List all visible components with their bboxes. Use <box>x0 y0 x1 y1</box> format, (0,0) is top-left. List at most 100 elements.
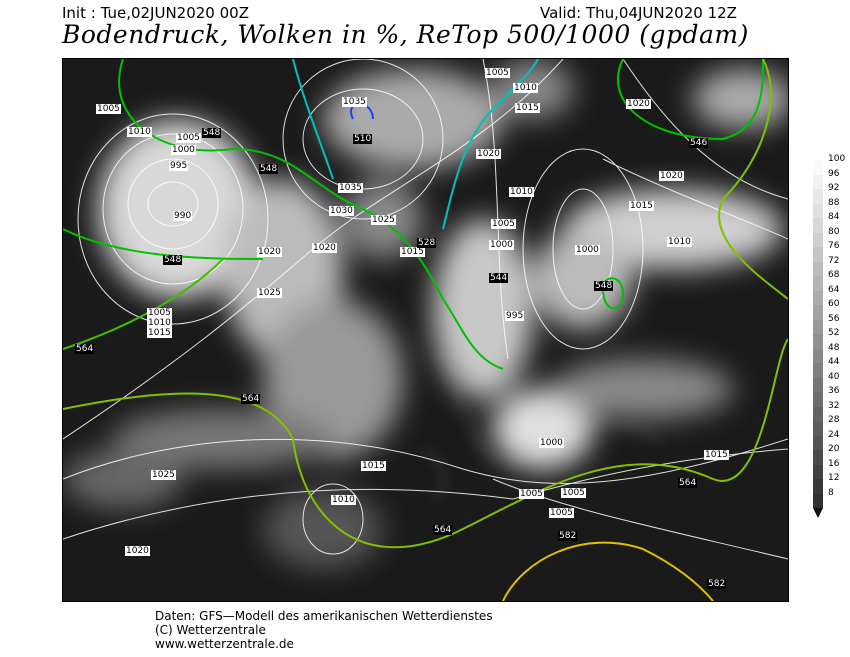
colorbar-step <box>813 435 823 450</box>
map-layer <box>63 59 788 601</box>
init-time: Init : Tue,02JUN2020 00Z <box>62 4 249 22</box>
colorbar-tick: 20 <box>828 444 840 454</box>
isobar-label: 1005 <box>549 508 574 518</box>
isobar-label: 1020 <box>257 247 282 257</box>
colorbar-tick: 84 <box>828 212 840 222</box>
isobar-label: 1025 <box>371 215 396 225</box>
isobar-label: 1035 <box>338 183 363 193</box>
colorbar-tick: 40 <box>828 371 840 382</box>
colorbar-tick: 96 <box>828 168 840 179</box>
colorbar-step <box>813 479 823 494</box>
colorbar-step <box>813 174 823 189</box>
isobar-label: 1010 <box>127 127 152 137</box>
isobar-label: 995 <box>505 311 525 321</box>
colorbar-step <box>813 450 823 465</box>
isobar-label: 1020 <box>125 546 150 556</box>
colorbar-step <box>813 160 823 175</box>
isobar-label: 1020 <box>476 149 501 159</box>
retop-label: 564 <box>433 525 453 535</box>
isobar-label: 1000 <box>171 145 196 155</box>
coastlines <box>422 348 664 500</box>
colorbar-step <box>813 319 823 334</box>
isobar-label: 990 <box>173 211 193 221</box>
retop-label: 528 <box>417 238 437 248</box>
colorbar-step <box>813 232 823 247</box>
colorbar-tick: 48 <box>828 342 840 353</box>
colorbar-tick: 24 <box>828 429 840 440</box>
isobar-label: 1015 <box>515 103 540 113</box>
isobar-label: 1000 <box>575 245 600 255</box>
retop-label: 548 <box>163 255 183 265</box>
colorbar-tick: 36 <box>828 386 840 396</box>
retop-label: 582 <box>707 579 727 589</box>
isobar-label: 1005 <box>485 68 510 78</box>
map-title: Bodendruck, Wolken in %, ReTop 500/1000 … <box>62 20 749 49</box>
retop-label: 548 <box>259 164 279 174</box>
weather-map: 1005 1010 1005 1000 995 990 1020 1020 1025 1005 10… <box>62 58 789 602</box>
colorbar-step <box>813 247 823 262</box>
colorbar-step <box>813 290 823 305</box>
colorbar-step <box>813 493 823 508</box>
retop-label: 548 <box>202 128 222 138</box>
colorbar-tick: 60 <box>828 299 840 309</box>
isobar-label: 1015 <box>629 201 654 211</box>
isobar-label: 1010 <box>667 237 692 247</box>
isobar-label: 1005 <box>176 133 201 143</box>
colorbar-step <box>813 348 823 363</box>
isobar-label: 1010 <box>147 318 172 328</box>
colorbar-step <box>813 334 823 349</box>
colorbar-step <box>813 377 823 392</box>
website-link[interactable]: www.wetterzentrale.de <box>155 637 294 651</box>
isobar-label: 1030 <box>329 206 354 216</box>
isobar-label: 1020 <box>312 243 337 253</box>
isobar-label: 1035 <box>342 97 367 107</box>
colorbar-tick: 16 <box>828 458 840 469</box>
colorbar-tick: 8 <box>828 487 834 498</box>
colorbar-step <box>813 464 823 479</box>
colorbar-step <box>813 421 823 436</box>
isobar-label: 1020 <box>659 171 684 181</box>
colorbar <box>813 160 823 518</box>
colorbar-tick: 88 <box>828 197 840 208</box>
isobar-label: 1010 <box>513 83 538 93</box>
colorbar-step <box>813 392 823 407</box>
isobar-label: 1020 <box>626 99 651 109</box>
colorbar-tick: 100 <box>828 154 846 164</box>
colorbar-tick: 44 <box>828 357 840 367</box>
colorbar-tick: 52 <box>828 328 840 338</box>
valid-time: Valid: Thu,04JUN2020 12Z <box>540 4 737 22</box>
colorbar-step <box>813 203 823 218</box>
isobar-label: 1010 <box>509 187 534 197</box>
colorbar-step <box>813 261 823 276</box>
footer: Daten: GFS—Modell des amerikanischen Wet… <box>155 609 493 651</box>
isobar-label: 1010 <box>331 495 356 505</box>
isobars <box>63 59 788 560</box>
retop-label: 564 <box>678 478 698 488</box>
colorbar-step <box>813 189 823 204</box>
isobar-label: 1015 <box>400 247 425 257</box>
colorbar-tick: 72 <box>828 255 840 266</box>
isobar-label: 1015 <box>147 328 172 338</box>
retop-label: 544 <box>489 273 509 283</box>
colorbar-tick: 80 <box>828 226 840 237</box>
isobar-label: 1005 <box>519 489 544 499</box>
isobar-label: 995 <box>169 161 189 171</box>
colorbar-step <box>813 218 823 233</box>
retop-label: 546 <box>689 138 709 148</box>
colorbar-tick: 56 <box>828 313 840 324</box>
isobar-label: 1005 <box>96 104 121 114</box>
colorbar-end-arrow <box>813 508 823 518</box>
colorbar-step <box>813 363 823 378</box>
isobar-label: 1005 <box>147 308 172 318</box>
isobar-label: 1000 <box>489 240 514 250</box>
colorbar-tick: 64 <box>828 284 840 295</box>
colorbar-tick: 92 <box>828 183 840 193</box>
retop-label: 564 <box>241 394 261 404</box>
colorbar-step <box>813 406 823 421</box>
isobar-label: 1005 <box>561 488 586 498</box>
copyright: (C) Wetterzentrale <box>155 623 266 637</box>
isobar-label: 1000 <box>539 438 564 448</box>
isobar-label: 1015 <box>704 450 729 460</box>
colorbar-tick: 32 <box>828 400 840 411</box>
colorbar-step <box>813 305 823 320</box>
